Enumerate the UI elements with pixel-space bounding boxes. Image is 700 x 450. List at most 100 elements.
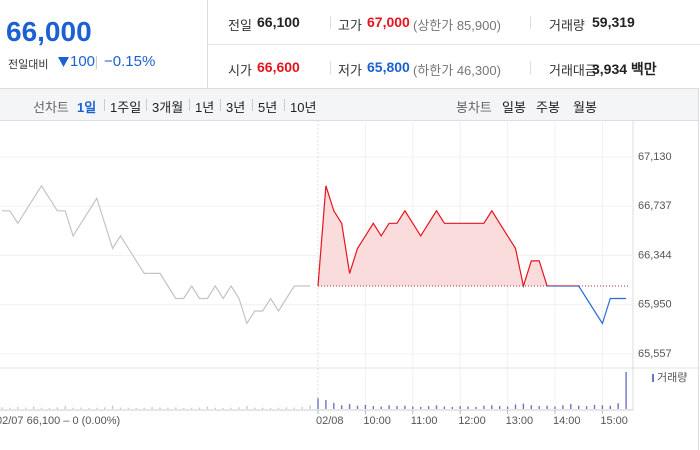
volume-bar	[183, 407, 185, 409]
volume-bar	[198, 407, 201, 409]
right-border	[698, 88, 699, 450]
volume-bar	[246, 406, 248, 409]
tab[interactable]: 1일	[77, 100, 97, 115]
volume-bar	[214, 407, 216, 409]
tab-separator	[284, 99, 285, 111]
volume-bar	[483, 405, 485, 409]
volume-bar	[341, 405, 343, 409]
volume-bar	[530, 405, 532, 409]
volume-bar	[625, 372, 627, 409]
tab[interactable]: 주봉	[536, 100, 560, 115]
volume-bar	[143, 407, 145, 409]
volume-bar	[175, 407, 177, 409]
volume-bar	[364, 404, 367, 409]
volume-bar	[119, 407, 122, 409]
stat-value: 67,000	[367, 14, 410, 30]
tab[interactable]: 1년	[195, 100, 215, 115]
volume-bar	[499, 406, 501, 409]
volume-bar	[254, 407, 256, 409]
volume-bar	[578, 405, 580, 409]
volume-bar	[325, 399, 327, 409]
volume-bar	[467, 406, 469, 409]
volume-bar	[262, 407, 264, 409]
volume-bar	[372, 406, 374, 409]
volume-bar	[309, 405, 311, 409]
tab-bar: 선차트 1일 1주일 3개월 1년 3년 5년 10년 봉차트 일봉 주봉 월봉	[0, 88, 699, 121]
volume-bar	[475, 406, 477, 409]
change-pct: −0.15%	[104, 53, 156, 70]
tab[interactable]: 1주일	[110, 100, 142, 115]
y-tick-label: 66,344	[638, 249, 672, 261]
volume-bar	[609, 405, 611, 409]
y-tick-label: 65,557	[638, 348, 672, 360]
stat-value: 66,100	[257, 14, 300, 30]
y-tick-label: 66,737	[638, 200, 672, 212]
volume-bar	[206, 406, 209, 409]
volume-bar	[356, 405, 359, 409]
tab[interactable]: 3년	[226, 100, 246, 115]
stat-label: 거래대금	[549, 63, 597, 78]
stat-value: 59,319	[592, 14, 635, 30]
volume-bar	[1, 407, 3, 409]
volume-bar	[585, 406, 588, 409]
volume-bar	[435, 405, 438, 409]
volume-bar	[222, 407, 224, 409]
current-price: 66,000	[6, 16, 92, 47]
stat-value: 3,934 백만	[592, 61, 657, 77]
volume-bar	[617, 403, 619, 409]
volume-bar	[506, 406, 509, 409]
volume-bar	[404, 405, 406, 409]
volume-bar	[9, 407, 11, 409]
separator	[530, 16, 531, 29]
volume-bar	[230, 407, 232, 409]
tab[interactable]: 5년	[258, 100, 278, 115]
volume-bar	[562, 405, 564, 409]
stat-sub: (하한가 46,300)	[413, 63, 501, 78]
volume-bar	[190, 407, 193, 409]
volume-bar	[111, 405, 114, 409]
hover-note: 02/07 66,100 – 0 (0.00%)	[0, 415, 120, 427]
x-tick-label: 02/08	[316, 415, 344, 427]
volume-bar	[593, 404, 596, 409]
stat-value: 66,600	[257, 59, 300, 75]
line	[2, 184, 311, 325]
stat-label: 거래량	[549, 18, 585, 33]
tab-group-label: 봉차트	[456, 100, 492, 115]
volume-bar	[293, 407, 295, 409]
tab[interactable]: 일봉	[502, 100, 526, 115]
tab[interactable]: 3개월	[152, 100, 184, 115]
volume-bar	[151, 406, 153, 409]
tab[interactable]: 10년	[290, 100, 317, 115]
volume-bar	[538, 406, 540, 409]
volume-bar	[80, 407, 82, 409]
x-tick-label: 10:00	[363, 415, 391, 427]
y-tick-label: 67,130	[638, 151, 672, 163]
volume-bar	[285, 407, 288, 409]
tab[interactable]: 월봉	[573, 100, 597, 115]
x-tick-label: 12:00	[458, 415, 486, 427]
volume-bar	[412, 406, 414, 409]
area	[318, 185, 627, 286]
line-below	[317, 285, 627, 325]
volume-bar	[269, 407, 272, 409]
volume-bar	[64, 406, 66, 409]
volume-bar	[104, 407, 106, 409]
change: 100	[70, 53, 96, 70]
stat-label: 시가	[228, 63, 252, 78]
stat-label: 저가	[338, 63, 362, 78]
volume-bar	[56, 407, 58, 409]
stat-value: 65,800	[367, 59, 410, 75]
volume-bar	[40, 407, 43, 409]
separator	[530, 61, 531, 74]
volume-bar	[420, 406, 422, 409]
tab-separator	[220, 99, 221, 111]
change-label: 전일대비	[8, 59, 49, 71]
x-tick-label: 13:00	[506, 415, 534, 427]
tab-separator	[252, 99, 253, 111]
volume-legend: 거래량	[657, 371, 687, 384]
volume-bar	[317, 398, 319, 409]
volume-bar	[238, 407, 240, 409]
volume-bar	[17, 406, 19, 409]
down-icon	[58, 57, 69, 67]
stat-label: 전일	[228, 18, 252, 33]
